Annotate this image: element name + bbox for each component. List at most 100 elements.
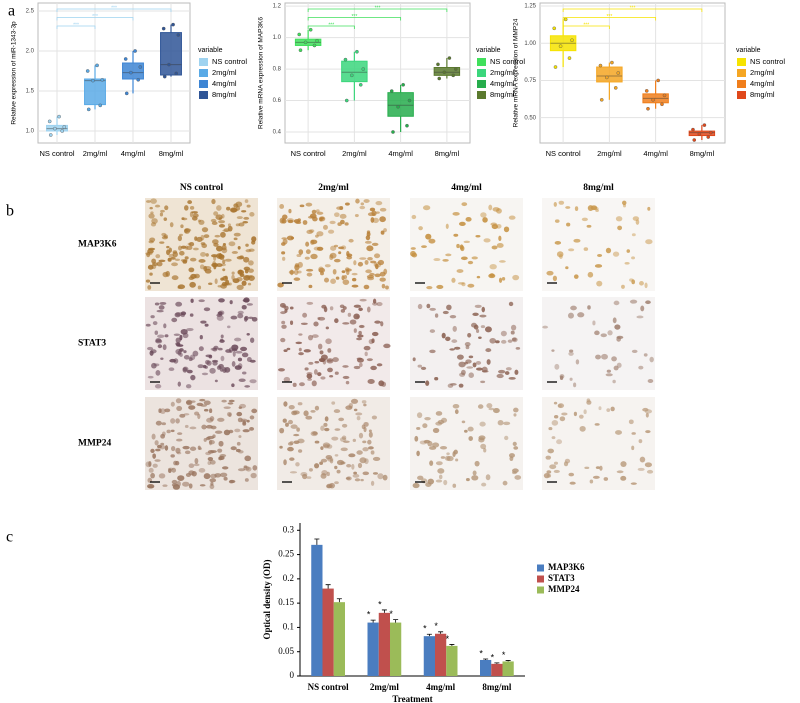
cell: [342, 279, 350, 285]
cell: [478, 435, 486, 441]
bar: [480, 659, 492, 676]
cell: [647, 206, 651, 211]
cell: [583, 247, 589, 251]
cell: [173, 333, 181, 337]
cell: [485, 474, 491, 481]
data-point: [91, 78, 95, 83]
cell: [309, 213, 317, 219]
legend-swatch: [737, 58, 746, 66]
cell: [594, 423, 600, 426]
cell: [429, 329, 436, 333]
cell: [559, 254, 563, 259]
cell: [226, 411, 232, 417]
cell: [212, 347, 218, 352]
cell: [248, 275, 255, 282]
cell: [423, 439, 431, 444]
cell: [327, 348, 332, 353]
cell: [242, 429, 250, 433]
legend-label: 2mg/ml: [490, 68, 515, 77]
cell: [356, 337, 363, 341]
cell: [220, 355, 225, 362]
cell: [284, 305, 289, 311]
cell: [218, 456, 223, 461]
cell: [355, 412, 363, 416]
cell: [218, 298, 225, 303]
cell: [237, 310, 244, 315]
cell: [234, 428, 241, 433]
cell: [236, 276, 243, 282]
cell: [189, 354, 196, 361]
cell: [607, 330, 613, 336]
cell: [232, 350, 236, 357]
data-point: [646, 106, 650, 111]
bar: [333, 602, 345, 676]
cell: [489, 273, 495, 277]
cell: [163, 323, 167, 329]
error-bar: [483, 658, 489, 660]
cell: [319, 461, 324, 465]
cell: [165, 270, 170, 277]
cell: [201, 227, 209, 233]
cell: [472, 312, 479, 317]
cell: [293, 269, 299, 276]
cell: [498, 277, 503, 283]
cell: [332, 357, 339, 363]
cell: [342, 375, 350, 379]
legend-label: 2mg/ml: [750, 68, 775, 77]
cell: [647, 378, 654, 384]
cell: [283, 376, 291, 383]
cell: [220, 231, 226, 238]
cell: [323, 422, 328, 427]
cell: [434, 313, 439, 318]
error-bar: [449, 644, 455, 646]
cell: [474, 460, 480, 467]
cell: [631, 233, 636, 237]
cell: [299, 204, 305, 208]
cell: [429, 349, 436, 354]
cell: [442, 310, 449, 315]
cell: [235, 350, 243, 354]
cell: [148, 247, 156, 251]
cell: [416, 450, 420, 457]
cell: [188, 267, 195, 273]
cell: [161, 422, 167, 426]
legend-swatch: [199, 91, 208, 99]
cell: [479, 421, 486, 427]
cell: [512, 441, 517, 447]
cell: [368, 431, 373, 438]
cell: [348, 402, 353, 409]
cell: [553, 469, 560, 474]
cell: [180, 313, 186, 318]
plot-area: [539, 2, 726, 144]
cell: [151, 264, 157, 270]
cell: [631, 445, 635, 451]
cell: [205, 253, 209, 257]
significance-label: ***: [606, 14, 612, 20]
cell: [570, 305, 577, 311]
cell: [147, 483, 155, 489]
legend-swatch: [477, 80, 486, 88]
cell: [214, 379, 218, 383]
data-point: [123, 57, 128, 61]
cell: [331, 401, 336, 405]
cell: [308, 361, 314, 365]
panel-label: b: [6, 203, 14, 220]
data-point: [133, 49, 137, 53]
cell: [175, 301, 183, 307]
cell: [199, 398, 206, 402]
cell: [358, 432, 364, 439]
cell: [249, 212, 255, 217]
cell: [198, 219, 205, 225]
cell: [644, 282, 648, 289]
cell: [356, 450, 363, 455]
box: [549, 35, 577, 52]
significance-label: *: [378, 599, 382, 609]
cell: [425, 233, 432, 240]
legend-swatch: [199, 69, 208, 77]
cell: [168, 253, 175, 258]
cell: [162, 344, 167, 351]
cell: [456, 354, 464, 360]
legend-label: MMP24: [548, 584, 580, 594]
cell: [295, 341, 303, 345]
cell: [371, 415, 378, 420]
